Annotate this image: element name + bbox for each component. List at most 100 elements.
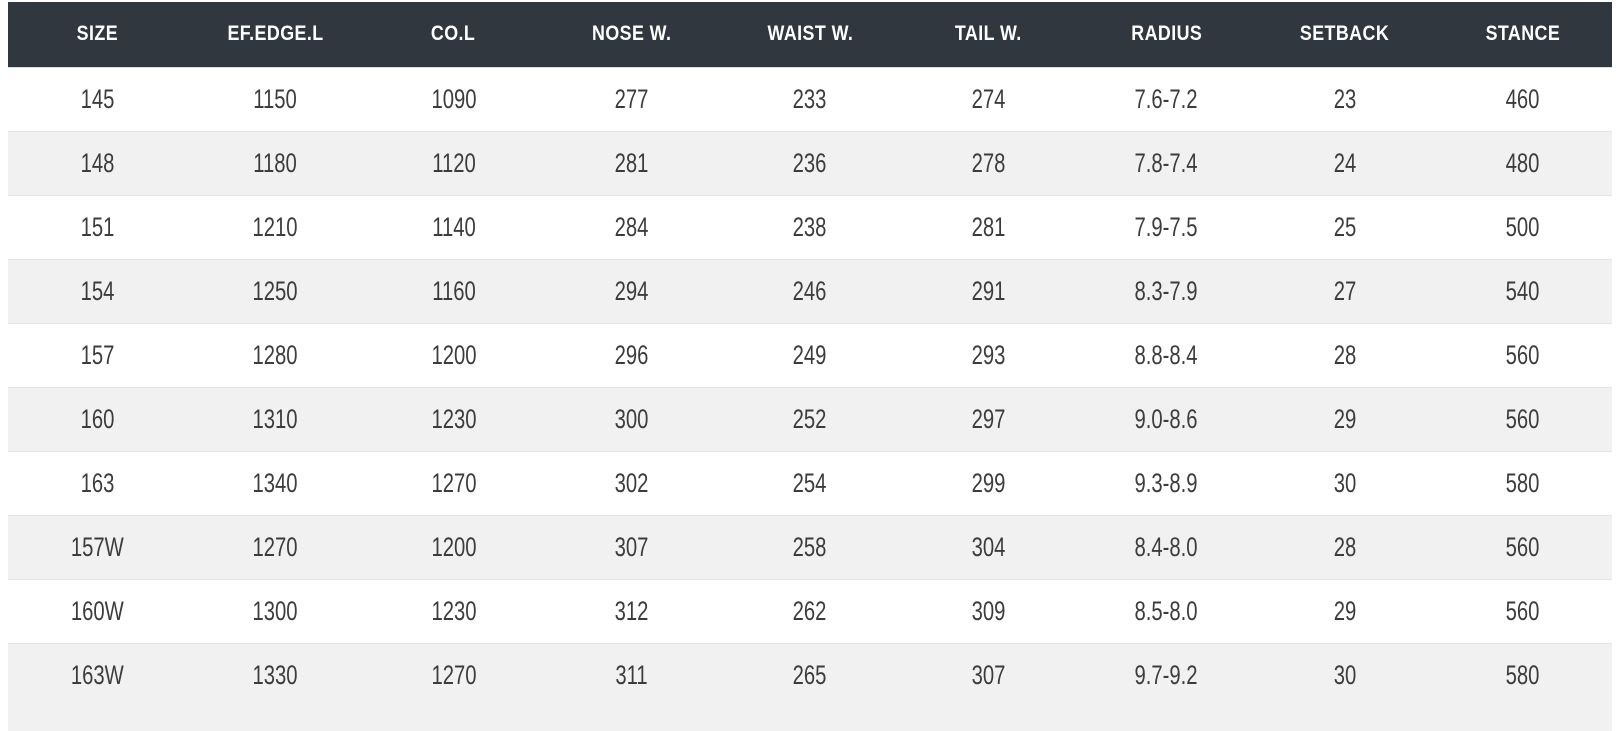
cell-stance: 580 xyxy=(1434,643,1612,707)
cell-co-l-value: 1160 xyxy=(431,275,476,306)
col-header-tail-w: TAIL W. xyxy=(899,2,1078,68)
cell-ef-edge-l: 1330 xyxy=(186,643,364,707)
cell-co-l-value: 1270 xyxy=(431,659,477,690)
cell-radius-value: 9.7-9.2 xyxy=(1134,659,1198,690)
table-row: 163W 1330 1270 311 265 307 9.7-9.2 30 58… xyxy=(8,643,1612,707)
cell-co-l: 1270 xyxy=(364,643,542,707)
cell-waist-w-value: 236 xyxy=(793,147,827,178)
cell-waist-w: 236 xyxy=(721,131,899,195)
cell-size-value: 157W xyxy=(70,531,124,562)
cell-size: 148 xyxy=(8,131,186,195)
cell-ef-edge-l: 1210 xyxy=(186,195,364,259)
cell-waist-w-value: 238 xyxy=(793,211,827,242)
cell-radius-value: 8.8-8.4 xyxy=(1134,339,1198,370)
cell-radius-value: 8.3-7.9 xyxy=(1134,275,1198,306)
col-header-size-label: SIZE xyxy=(76,22,118,46)
col-header-nose-w: NOSE W. xyxy=(542,2,721,68)
cell-size-value: 145 xyxy=(80,83,115,114)
cell-radius-value: 7.6-7.2 xyxy=(1134,83,1198,114)
cell-size-value: 151 xyxy=(80,211,115,242)
table-row: 154 1250 1160 294 246 291 8.3-7.9 27 540 xyxy=(8,259,1612,323)
cell-size-value: 163 xyxy=(80,467,115,498)
cell-size: 163 xyxy=(8,451,186,515)
cell-radius-value: 9.3-8.9 xyxy=(1134,467,1198,498)
cell-stance: 580 xyxy=(1434,451,1612,515)
cell-waist-w-value: 258 xyxy=(793,531,827,562)
table-row: 160W 1300 1230 312 262 309 8.5-8.0 29 56… xyxy=(8,579,1612,643)
cell-nose-w: 281 xyxy=(543,131,721,195)
cell-radius-value: 7.9-7.5 xyxy=(1134,211,1198,242)
cell-size: 157W xyxy=(8,515,186,579)
cell-setback: 23 xyxy=(1256,67,1434,131)
cell-tail-w-value: 293 xyxy=(971,339,1006,370)
cell-waist-w: 233 xyxy=(721,67,899,131)
cell-stance: 500 xyxy=(1434,195,1612,259)
cell-size: 157 xyxy=(8,323,186,387)
cell-co-l-value: 1140 xyxy=(431,211,476,242)
cell-stance: 560 xyxy=(1434,387,1612,451)
cell-co-l: 1200 xyxy=(364,515,542,579)
cell-nose-w: 312 xyxy=(543,579,721,643)
cell-size: 154 xyxy=(8,259,186,323)
cell-stance-value: 460 xyxy=(1505,83,1540,114)
col-header-waist-w-label: WAIST W. xyxy=(767,22,853,46)
cell-setback: 30 xyxy=(1256,643,1434,707)
cell-ef-edge-l: 1300 xyxy=(186,579,364,643)
cell-ef-edge-l-value: 1270 xyxy=(252,531,298,562)
cell-nose-w-value: 296 xyxy=(614,339,649,370)
cell-stance-value: 560 xyxy=(1505,403,1540,434)
cell-tail-w: 309 xyxy=(899,579,1077,643)
cell-size: 160W xyxy=(8,579,186,643)
cell-stance: 480 xyxy=(1434,131,1612,195)
cell-size-value: 154 xyxy=(80,275,115,306)
cell-nose-w: 300 xyxy=(543,387,721,451)
col-header-nose-w-label: NOSE W. xyxy=(592,22,672,46)
cell-tail-w-value: 309 xyxy=(971,595,1006,626)
cell-size-value: 160 xyxy=(80,403,115,434)
cell-tail-w-value: 297 xyxy=(971,403,1006,434)
cell-setback: 29 xyxy=(1256,579,1434,643)
col-header-tail-w-label: TAIL W. xyxy=(954,22,1022,46)
cell-tail-w-value: 274 xyxy=(971,83,1006,114)
cell-ef-edge-l: 1340 xyxy=(186,451,364,515)
cell-ef-edge-l: 1180 xyxy=(186,131,364,195)
cell-ef-edge-l-value: 1250 xyxy=(252,275,298,306)
cell-co-l: 1140 xyxy=(364,195,542,259)
cell-nose-w-value: 294 xyxy=(614,275,649,306)
cell-setback-value: 30 xyxy=(1333,467,1356,498)
cell-setback-value: 25 xyxy=(1333,211,1356,242)
cell-ef-edge-l-value: 1210 xyxy=(252,211,298,242)
cell-setback-value: 24 xyxy=(1333,147,1356,178)
cell-co-l: 1230 xyxy=(364,387,542,451)
cell-size: 145 xyxy=(8,67,186,131)
cell-radius-value: 7.8-7.4 xyxy=(1134,147,1198,178)
cell-size: 163W xyxy=(8,643,186,707)
cell-stance-value: 540 xyxy=(1505,275,1540,306)
col-header-co-l-label: CO.L xyxy=(431,22,476,46)
cell-nose-w-value: 281 xyxy=(614,147,649,178)
cell-tail-w: 291 xyxy=(899,259,1077,323)
cell-waist-w: 246 xyxy=(721,259,899,323)
table-row: 160 1310 1230 300 252 297 9.0-8.6 29 560 xyxy=(8,387,1612,451)
cell-setback: 30 xyxy=(1256,451,1434,515)
cell-size-value: 157 xyxy=(80,339,115,370)
cell-nose-w-value: 302 xyxy=(614,467,649,498)
col-header-waist-w: WAIST W. xyxy=(720,2,900,68)
cell-tail-w-value: 278 xyxy=(971,147,1006,178)
cell-stance-value: 480 xyxy=(1505,147,1540,178)
cell-setback: 27 xyxy=(1256,259,1434,323)
cell-radius: 7.9-7.5 xyxy=(1077,195,1255,259)
cell-nose-w: 311 xyxy=(543,643,721,707)
cell-stance-value: 560 xyxy=(1505,531,1540,562)
cell-nose-w-value: 312 xyxy=(614,595,649,626)
col-header-stance: STANCE xyxy=(1433,2,1612,68)
cell-size-value: 148 xyxy=(80,147,115,178)
spec-table-head: SIZE EF.EDGE.L CO.L NOSE W. WAIST W. TAI… xyxy=(8,2,1612,68)
cell-ef-edge-l: 1250 xyxy=(186,259,364,323)
cell-tail-w: 297 xyxy=(899,387,1077,451)
cell-tail-w-value: 304 xyxy=(971,531,1006,562)
cell-waist-w: 238 xyxy=(721,195,899,259)
cell-co-l: 1200 xyxy=(364,323,542,387)
cell-setback-value: 29 xyxy=(1333,595,1356,626)
cell-setback-value: 27 xyxy=(1333,275,1356,306)
